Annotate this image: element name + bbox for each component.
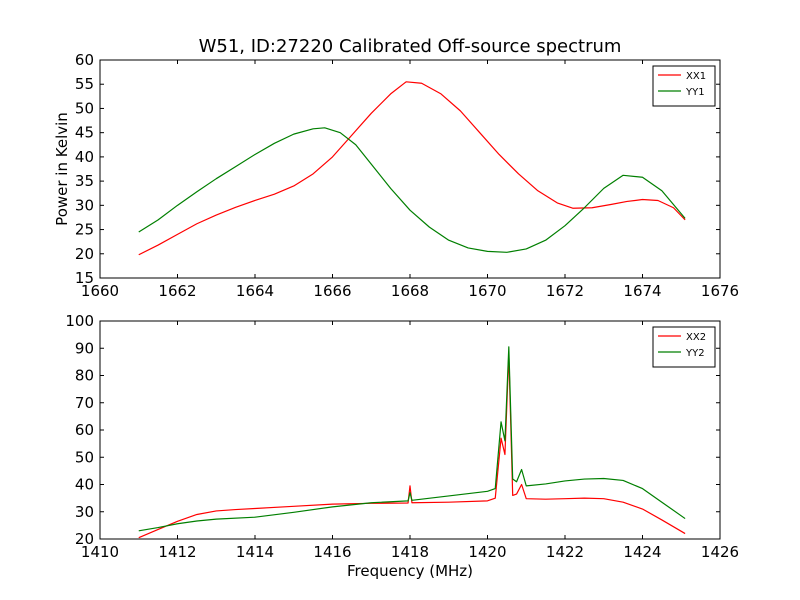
y-tick-label: 30 [75, 503, 94, 521]
x-tick-label: 1416 [313, 543, 351, 561]
x-tick-label: 1414 [236, 543, 274, 561]
plot-area [100, 60, 720, 278]
legend-label-yy2: YY2 [685, 348, 705, 359]
y-tick-label: 40 [75, 476, 94, 494]
y-tick-label: 15 [75, 269, 94, 287]
plot-panel-2: 1410 1412 1414 1416 1418 1420 1422 1424 1426 20 30… [65, 312, 739, 580]
x-tick-label: 1664 [236, 282, 274, 300]
y-tick-label: 20 [75, 245, 94, 263]
x-tick-label: 1418 [391, 543, 429, 561]
series-group [138, 81, 686, 256]
x-tick-label: 1676 [701, 282, 739, 300]
legend-label-xx2: XX2 [686, 332, 706, 343]
x-tick-label: 1420 [468, 543, 506, 561]
y-tick-label: 30 [75, 196, 94, 214]
x-tick-label: 1660 [81, 282, 119, 300]
x-tick-label: 1412 [158, 543, 196, 561]
y-tick-label: 80 [75, 367, 94, 385]
y-tick-label: 50 [75, 448, 94, 466]
legend-box [652, 326, 716, 368]
y-tick-label: 100 [65, 312, 94, 330]
y-tick-label: 60 [75, 51, 94, 69]
x-tick-label: 1424 [623, 543, 661, 561]
legend-box [652, 65, 716, 107]
y-tick-label: 35 [75, 172, 94, 190]
series-line-xx2 [138, 353, 686, 539]
legend-label-xx1: XX1 [686, 71, 706, 82]
x-tick-label: 1674 [623, 282, 661, 300]
x-axis-label: Frequency (MHz) [347, 562, 473, 580]
series-line-yy1 [138, 127, 686, 253]
x-tick-label: 1662 [158, 282, 196, 300]
y-tick-label: 90 [75, 339, 94, 357]
y-tick-label: 40 [75, 148, 94, 166]
chart-title: W51, ID:27220 Calibrated Off-source spec… [199, 36, 622, 57]
y-tick-label: 55 [75, 75, 94, 93]
x-tick-label: 1410 [81, 543, 119, 561]
y-axis-label: Power in Kelvin [53, 112, 71, 226]
plot-panel-1: 1660 1662 1664 1666 1668 1670 1672 1674 1676 15 20… [53, 36, 739, 300]
x-tick-label: 1672 [546, 282, 584, 300]
series-group [138, 346, 686, 539]
plot-area [100, 321, 720, 539]
series-line-yy2 [138, 346, 686, 532]
x-tick-label: 1666 [313, 282, 351, 300]
legend-label-yy1: YY1 [685, 87, 705, 98]
y-tick-label: 25 [75, 221, 94, 239]
x-tick-label: 1668 [391, 282, 429, 300]
x-tick-label: 1422 [546, 543, 584, 561]
x-tick-label: 1670 [468, 282, 506, 300]
y-tick-label: 70 [75, 394, 94, 412]
y-tick-label: 20 [75, 530, 94, 548]
y-tick-label: 60 [75, 421, 94, 439]
x-tick-label: 1426 [701, 543, 739, 561]
y-tick-label: 50 [75, 99, 94, 117]
series-line-xx1 [138, 81, 686, 256]
y-tick-label: 45 [75, 124, 94, 142]
